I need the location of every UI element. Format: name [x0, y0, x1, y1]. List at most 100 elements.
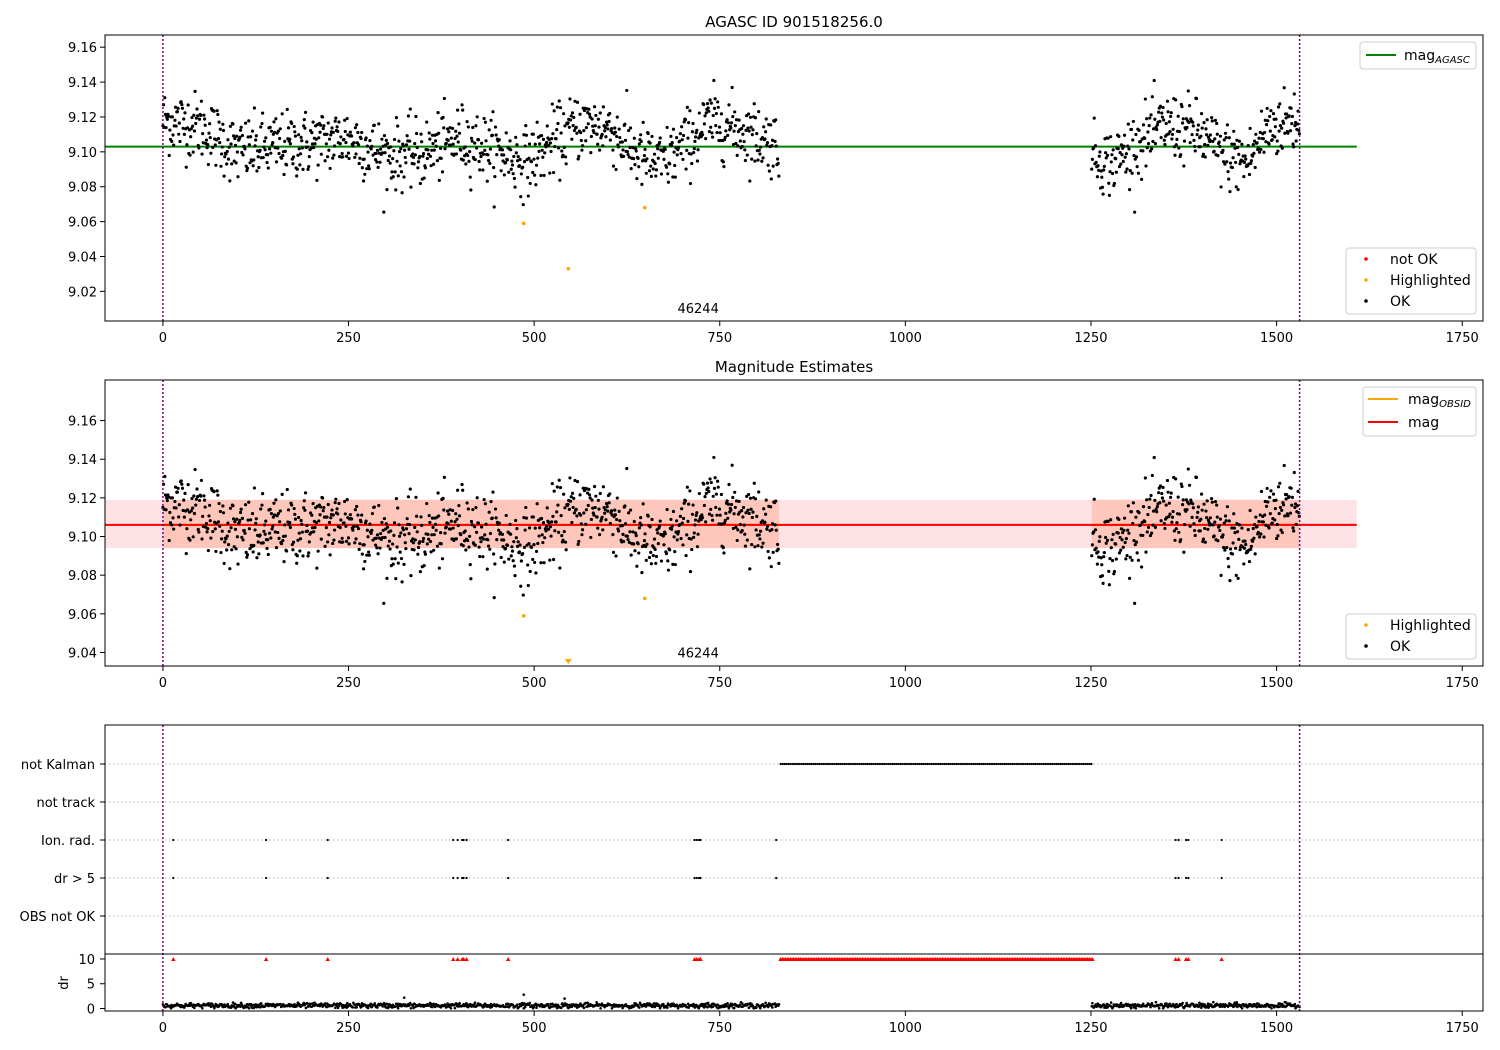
- ok-point: [1273, 507, 1277, 511]
- ok-point: [1199, 492, 1204, 496]
- ok-point: [1129, 510, 1134, 514]
- ok-point: [266, 552, 270, 557]
- ok-point: [1117, 134, 1121, 138]
- ok-point: [312, 145, 316, 150]
- dr-point: [1206, 1004, 1209, 1008]
- ok-point: [469, 188, 473, 192]
- ok-point: [730, 85, 734, 90]
- ok-point: [593, 505, 597, 510]
- ok-point: [451, 526, 455, 530]
- ok-point: [356, 130, 360, 135]
- ok-point: [587, 112, 592, 116]
- ok-point: [206, 143, 210, 147]
- ok-point: [562, 492, 566, 496]
- ok-point: [321, 509, 325, 513]
- ok-point: [226, 157, 231, 161]
- ok-point: [764, 512, 768, 516]
- ok-point: [1090, 543, 1094, 547]
- ok-point: [430, 533, 434, 537]
- ok-point: [510, 163, 515, 167]
- ok-point: [499, 555, 503, 560]
- dr-point: [1154, 1000, 1158, 1004]
- ok-point: [743, 158, 748, 163]
- ok-point: [505, 158, 510, 162]
- ok-point: [278, 136, 282, 141]
- ok-point: [468, 562, 472, 567]
- ok-point: [356, 513, 360, 517]
- ok-point: [337, 501, 341, 506]
- ok-point: [1090, 554, 1094, 558]
- flag-point: [932, 762, 935, 766]
- ok-point: [172, 143, 176, 147]
- ok-point: [604, 135, 608, 139]
- ok-point: [1149, 493, 1153, 498]
- ok-point: [1139, 177, 1144, 181]
- ok-point: [721, 546, 725, 550]
- ok-point: [470, 139, 474, 143]
- ok-point: [733, 110, 737, 114]
- ok-point: [621, 532, 625, 536]
- ok-point: [1190, 132, 1194, 137]
- ok-point: [575, 100, 580, 104]
- dr-point: [731, 1003, 735, 1007]
- ok-point: [228, 179, 232, 183]
- ok-point: [514, 536, 518, 540]
- flag-point: [864, 762, 867, 766]
- ok-point: [1291, 142, 1295, 146]
- ok-point: [1232, 526, 1236, 530]
- dr-point: [247, 1006, 251, 1010]
- ok-point: [402, 562, 406, 566]
- ok-point: [322, 505, 326, 510]
- ok-point: [482, 116, 486, 121]
- ok-point: [196, 527, 200, 532]
- ok-point: [1165, 478, 1170, 483]
- ok-point: [545, 140, 549, 145]
- ok-point: [413, 153, 417, 157]
- ok-point: [434, 144, 438, 148]
- flag-point: [895, 762, 898, 766]
- ok-point: [519, 172, 523, 176]
- mag-legend-label: mag: [1408, 415, 1439, 431]
- ok-point: [1187, 120, 1191, 124]
- ok-point: [646, 514, 650, 518]
- ok-point: [1198, 529, 1202, 533]
- ok-point: [1224, 136, 1228, 140]
- ok-point: [1215, 121, 1219, 126]
- ok-point: [179, 479, 183, 483]
- ok-point: [421, 539, 425, 543]
- ok-point: [1268, 114, 1272, 119]
- ok-point: [215, 489, 219, 493]
- ok-point: [750, 542, 754, 547]
- ok-point: [358, 156, 362, 160]
- ok-point: [166, 114, 171, 119]
- ok-point: [634, 534, 638, 538]
- ok-point: [276, 511, 281, 516]
- ok-point: [550, 136, 554, 141]
- ok-point: [318, 513, 322, 517]
- ok-point: [469, 577, 473, 581]
- ok-point: [456, 140, 460, 144]
- ok-point: [522, 160, 527, 164]
- ok-point: [1225, 505, 1230, 509]
- ok-point: [416, 160, 421, 164]
- ok-point: [227, 145, 231, 149]
- ok-point: [733, 124, 737, 128]
- ok-point: [449, 527, 453, 531]
- ok-point: [1270, 521, 1274, 525]
- ok-point: [540, 533, 544, 537]
- ok-point: [614, 167, 618, 172]
- ok-point: [557, 530, 561, 534]
- ok-point: [688, 489, 692, 493]
- ok-point: [236, 175, 240, 179]
- ok-point: [1167, 120, 1171, 124]
- ok-point: [195, 107, 199, 111]
- ok-point: [558, 106, 563, 110]
- ok-point: [1285, 112, 1289, 116]
- dr-outlier-point: [563, 997, 566, 1000]
- ok-point: [725, 499, 729, 503]
- ok-point: [727, 482, 731, 487]
- ok-point: [1153, 142, 1158, 146]
- ok-point: [267, 531, 272, 535]
- ok-point: [1224, 519, 1228, 523]
- flag-point: [1007, 762, 1010, 766]
